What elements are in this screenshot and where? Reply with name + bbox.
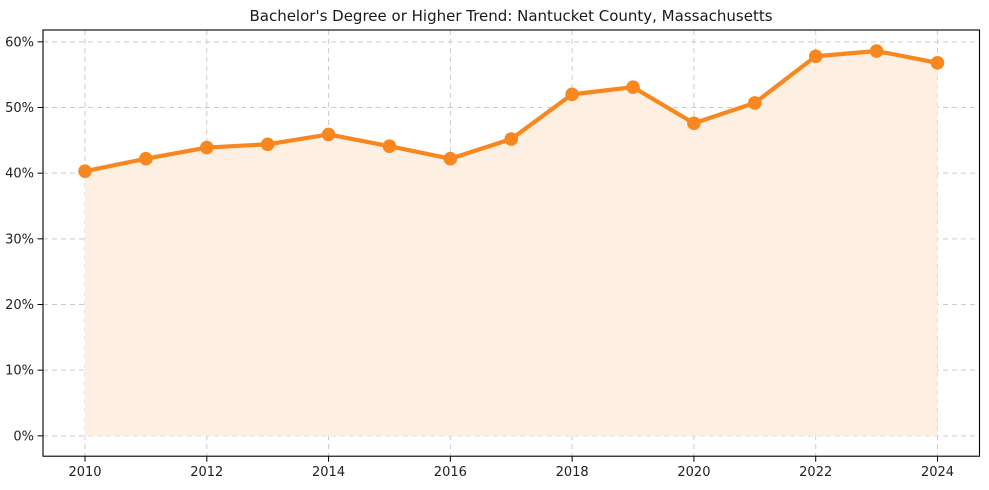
data-point-marker <box>260 137 275 152</box>
x-tick-label: 2024 <box>921 465 954 480</box>
y-axis-tick-labels: 0% 10% 20% 30% 40% 50% 60% <box>5 35 34 444</box>
data-point-marker <box>382 139 397 154</box>
data-point-marker <box>808 49 823 64</box>
data-point-marker <box>139 151 153 166</box>
area-under-line <box>85 51 938 436</box>
data-point-marker <box>443 151 458 166</box>
data-point-marker <box>748 96 762 110</box>
data-point-markers <box>78 44 945 178</box>
axis-ticks <box>37 41 938 462</box>
data-point-marker <box>78 164 92 178</box>
x-axis-tick-labels: 2010 2012 2014 2016 2018 2020 2022 2024 <box>68 465 954 480</box>
data-point-marker <box>321 127 336 142</box>
plot-border <box>42 29 981 457</box>
data-point-marker <box>504 132 519 146</box>
x-tick-label: 2012 <box>190 465 223 480</box>
data-point-marker <box>869 44 884 58</box>
y-tick-label: 10% <box>5 364 34 379</box>
x-tick-label: 2014 <box>312 465 345 480</box>
y-tick-label: 40% <box>5 167 34 182</box>
x-tick-label: 2016 <box>434 465 467 480</box>
data-point-marker <box>930 56 945 70</box>
data-point-marker <box>687 116 701 131</box>
y-tick-label: 50% <box>5 101 34 116</box>
chart-title: Bachelor's Degree or Higher Trend: Nantu… <box>249 7 772 25</box>
y-tick-label: 60% <box>5 35 34 50</box>
x-tick-label: 2020 <box>677 465 710 480</box>
x-tick-label: 2018 <box>556 465 589 480</box>
y-tick-label: 20% <box>5 298 34 313</box>
plot-border-rect <box>42 29 981 457</box>
x-tick-label: 2010 <box>68 465 101 480</box>
data-point-marker <box>626 80 640 94</box>
data-point-marker <box>565 87 579 102</box>
data-point-marker <box>199 140 214 155</box>
area-fill <box>85 51 938 436</box>
y-tick-label: 30% <box>5 232 34 247</box>
y-tick-label: 0% <box>13 429 34 444</box>
x-tick-label: 2022 <box>799 465 832 480</box>
